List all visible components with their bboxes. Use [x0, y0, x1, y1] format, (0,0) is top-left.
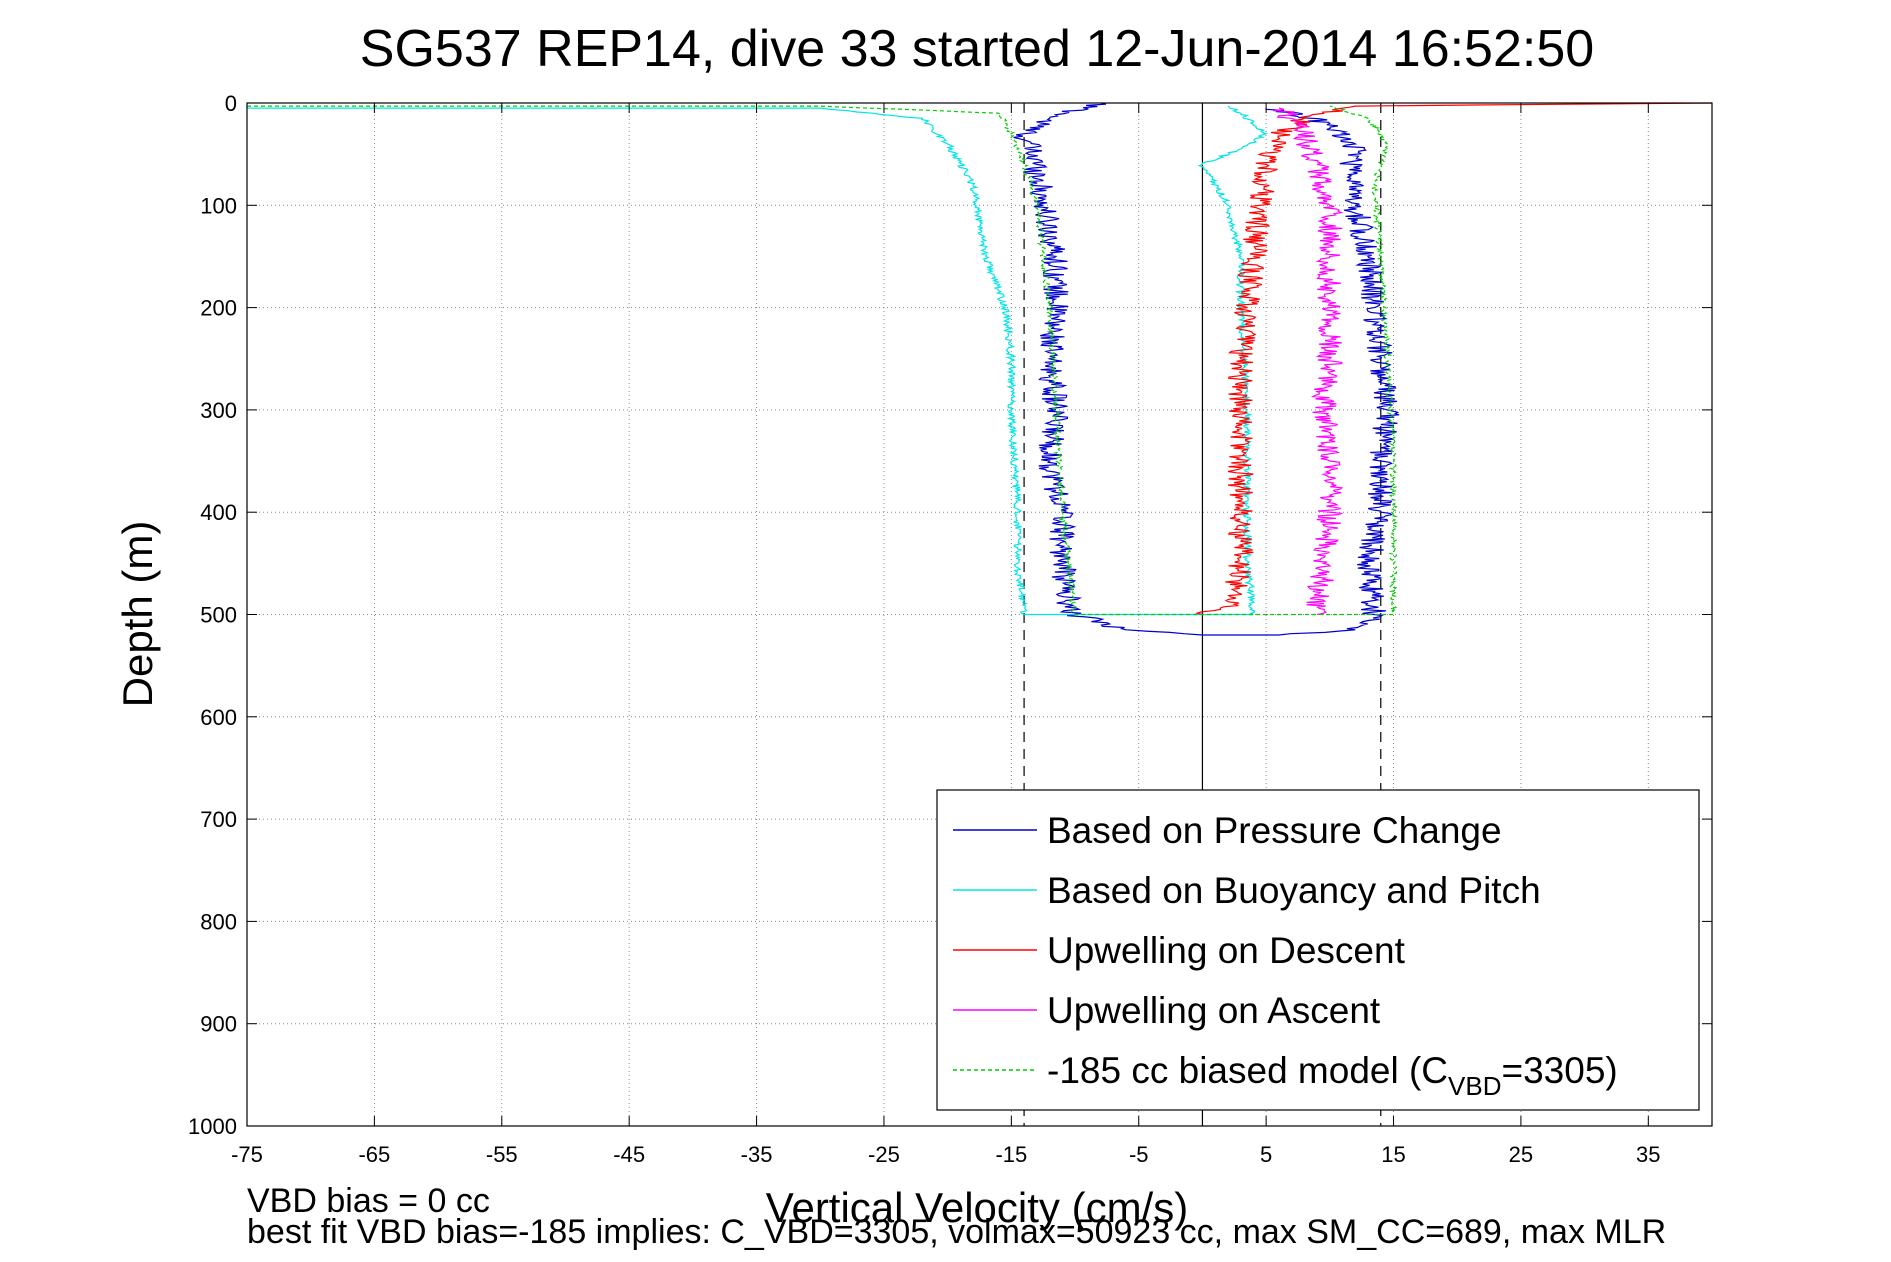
footer-line-2: best fit VBD bias=-185 implies: C_VBD=33…: [247, 1213, 1666, 1251]
legend-label: Based on Buoyancy and Pitch: [1047, 870, 1541, 911]
x-tick-label: -65: [358, 1142, 390, 1167]
series-line: [1195, 102, 1713, 616]
x-tick-label: 25: [1509, 1142, 1533, 1167]
y-tick-label: 400: [200, 500, 237, 525]
y-tick-label: 600: [200, 705, 237, 730]
series-line: [247, 105, 1398, 616]
y-tick-label: 800: [200, 909, 237, 934]
series-line: [1013, 102, 1400, 636]
legend-label: Based on Pressure Change: [1047, 810, 1502, 851]
x-tick-label: -45: [613, 1142, 645, 1167]
y-tick-label: 900: [200, 1012, 237, 1037]
x-tick-label: -15: [995, 1142, 1027, 1167]
legend-label: Upwelling on Descent: [1047, 930, 1406, 971]
y-tick-label: 200: [200, 296, 237, 321]
y-tick-label: 500: [200, 603, 237, 628]
footer-line-1: VBD bias = 0 cc: [247, 1182, 490, 1220]
x-axis-label: Vertical Velocity (cm/s): [766, 1184, 1188, 1231]
y-tick-label: 700: [200, 807, 237, 832]
y-tick-label: 1000: [188, 1114, 237, 1139]
x-tick-label: 15: [1381, 1142, 1405, 1167]
x-tick-label: -5: [1129, 1142, 1149, 1167]
legend-box: [936, 789, 1700, 1111]
x-tick-label: -35: [741, 1142, 773, 1167]
chart-title: SG537 REP14, dive 33 started 12-Jun-2014…: [360, 20, 1594, 78]
x-tick-label: -55: [486, 1142, 518, 1167]
legend-label: Upwelling on Ascent: [1047, 990, 1381, 1031]
legend: Based on Pressure Change Based on Buoyanc…: [936, 789, 1700, 1111]
y-tick-label: 300: [200, 398, 237, 423]
x-tick-label: 35: [1636, 1142, 1660, 1167]
x-tick-label: -25: [868, 1142, 900, 1167]
legend-label: -185 cc biased model (CVBD=3305): [1047, 1050, 1618, 1101]
y-tick-label: 0: [225, 91, 237, 116]
x-tick-label: 5: [1260, 1142, 1272, 1167]
y-axis-label: Depth (m): [114, 521, 161, 708]
series-line: [1273, 107, 1344, 616]
x-tick-label: -75: [231, 1142, 263, 1167]
y-tick-label: 100: [200, 193, 237, 218]
tick-layer: -75 -65 -55 -45 -35 -25 -15 -5 5 15 25 350100200300…: [188, 91, 1712, 1167]
series-line: [247, 105, 1269, 616]
series-layer: [247, 102, 1713, 636]
